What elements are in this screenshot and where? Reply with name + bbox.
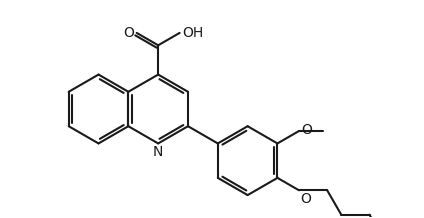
Text: O: O [123,26,134,40]
Text: O: O [300,192,311,206]
Text: N: N [153,145,163,159]
Text: OH: OH [182,26,203,40]
Text: O: O [301,123,312,137]
